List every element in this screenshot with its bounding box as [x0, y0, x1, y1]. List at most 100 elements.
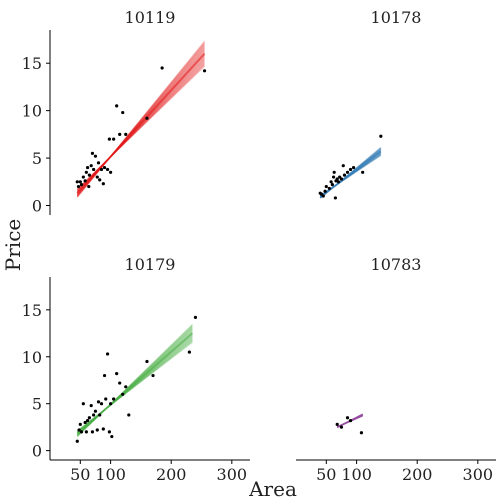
fit-ribbon	[76, 40, 206, 198]
fit-line-mean	[319, 150, 382, 198]
fit-line-mean	[76, 332, 194, 435]
data-point	[102, 165, 107, 170]
data-point	[339, 177, 344, 181]
x-tick-label: 200	[156, 465, 187, 484]
data-point	[342, 173, 347, 177]
data-point	[345, 170, 350, 174]
y-tick-label: 10	[22, 348, 42, 367]
data-point	[112, 397, 116, 401]
x-axis-title: Area	[248, 477, 297, 501]
data-point	[330, 183, 334, 187]
x-tick-label: 100	[341, 465, 372, 484]
x-tick-label: 50	[70, 465, 90, 484]
data-point	[336, 180, 341, 184]
y-tick-label: 5	[32, 395, 42, 414]
data-point	[327, 186, 331, 191]
data-point	[92, 413, 96, 417]
y-tick-label: 0	[32, 442, 42, 461]
data-point	[84, 170, 88, 174]
data-point	[329, 180, 333, 184]
data-point	[84, 430, 88, 434]
data-point	[124, 385, 128, 389]
data-point	[78, 180, 82, 184]
data-point	[105, 167, 110, 172]
data-point	[107, 430, 111, 434]
data-point	[361, 170, 365, 174]
data-point	[79, 183, 84, 187]
y-tick-label: 15	[22, 54, 42, 73]
facet-panel-2: 10178	[318, 8, 421, 200]
data-point	[115, 104, 119, 108]
facet-panel-4: 10783 50 100 200 300	[296, 255, 496, 484]
data-point	[332, 170, 336, 174]
data-point	[77, 428, 81, 432]
data-point	[90, 430, 95, 434]
data-point	[160, 66, 164, 70]
data-point	[118, 132, 122, 136]
data-point	[87, 173, 91, 177]
data-point	[193, 315, 198, 319]
data-point	[101, 427, 105, 431]
data-point	[109, 402, 113, 406]
x-tick-label: 100	[95, 465, 126, 484]
data-point	[333, 196, 337, 200]
data-point	[87, 184, 91, 189]
facet-title: 10783	[371, 255, 422, 274]
data-point	[345, 416, 350, 420]
data-point	[348, 167, 353, 172]
data-point	[341, 164, 345, 168]
data-point	[104, 397, 108, 401]
data-point	[118, 381, 122, 385]
data-point	[335, 422, 339, 426]
fit-line-mean	[76, 53, 206, 194]
data-point	[145, 116, 149, 120]
data-point	[96, 400, 101, 404]
data-point	[87, 416, 91, 420]
data-point	[335, 177, 339, 181]
x-tick-label: 300	[463, 465, 494, 484]
data-point	[92, 167, 96, 172]
y-axis-title: Price	[1, 219, 25, 271]
data-point	[323, 189, 327, 193]
data-point	[81, 175, 85, 179]
data-point	[99, 402, 104, 406]
data-point	[105, 352, 110, 356]
fit-ribbon	[76, 323, 194, 438]
data-point	[324, 184, 328, 189]
data-point	[75, 439, 79, 443]
x-tick-label: 50	[316, 465, 336, 484]
data-point	[89, 164, 93, 168]
data-point	[85, 165, 90, 170]
data-point	[75, 180, 79, 184]
data-point	[96, 161, 101, 165]
x-tick-label: 300	[217, 465, 248, 484]
data-point	[115, 372, 119, 376]
data-point	[112, 137, 116, 141]
y-tick-label: 10	[22, 102, 42, 121]
data-point	[359, 431, 364, 435]
x-tick-label: 200	[402, 465, 433, 484]
data-point	[99, 167, 104, 172]
data-point	[145, 359, 149, 364]
data-point	[127, 413, 131, 417]
data-point	[351, 165, 356, 170]
data-point	[187, 350, 191, 354]
fit-line	[76, 40, 206, 198]
data-point	[121, 392, 125, 396]
data-point	[95, 175, 99, 179]
data-point	[83, 420, 87, 425]
data-point	[348, 418, 353, 423]
data-point	[81, 402, 85, 406]
data-point	[151, 373, 155, 378]
data-point	[331, 175, 336, 179]
facet-panel-1: 10119 0 5 10 15	[22, 8, 207, 216]
fit-ribbon	[319, 146, 382, 199]
data-point	[76, 184, 81, 189]
data-point	[83, 179, 87, 183]
facet-title: 10179	[125, 255, 176, 274]
facet-title: 10119	[125, 8, 176, 27]
data-point	[121, 110, 125, 115]
data-point	[379, 134, 383, 138]
data-point	[98, 178, 102, 182]
